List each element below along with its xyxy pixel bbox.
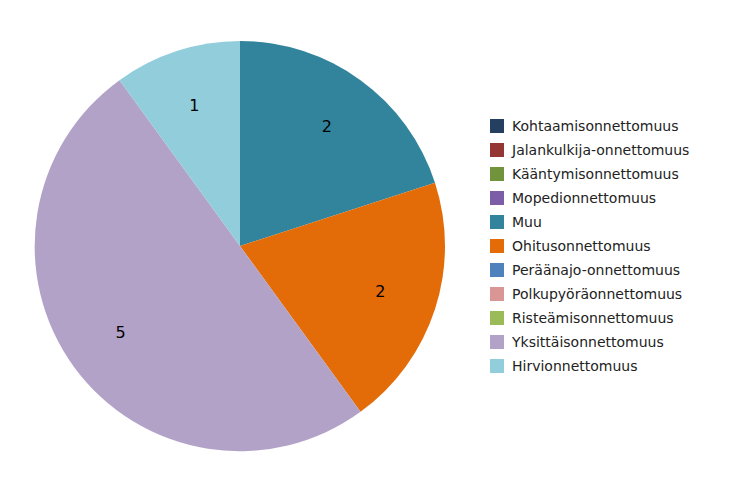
- legend-item: Kohtaamisonnettomuus: [490, 118, 679, 134]
- legend-item: Kääntymisonnettomuus: [490, 166, 679, 182]
- legend-label: Ristеämisonnettomuus: [512, 310, 674, 326]
- legend-swatch: [490, 335, 504, 349]
- legend-label: Kohtaamisonnettomuus: [512, 118, 679, 134]
- chart: 2 2 5 1 Kohtaamisonnettomuus Jalankulkija-onn…: [0, 0, 756, 492]
- data-label: 2: [322, 117, 332, 136]
- legend-swatch: [490, 215, 504, 229]
- legend-item: Yksittäisonnettomuus: [490, 334, 664, 350]
- legend-swatch: [490, 263, 504, 277]
- legend-label: Kääntymisonnettomuus: [512, 166, 679, 182]
- legend-item: Ohitusonnettomuus: [490, 238, 651, 254]
- legend-swatch: [490, 167, 504, 181]
- legend-item: Jalankulkija-onnettomuus: [490, 142, 689, 158]
- legend-item: Hirvionnettomuus: [490, 358, 638, 374]
- legend: Kohtaamisonnettomuus Jalankulkija-onnetto…: [490, 118, 689, 374]
- data-label: 5: [115, 323, 125, 342]
- legend-label: Mopedionnettomuus: [512, 190, 656, 206]
- legend-label: Jalankulkija-onnettomuus: [511, 142, 689, 158]
- legend-swatch: [490, 239, 504, 253]
- pie-slice: [120, 41, 240, 246]
- legend-swatch: [490, 287, 504, 301]
- legend-swatch: [490, 311, 504, 325]
- legend-item: Muu: [490, 214, 542, 230]
- legend-item: Mopedionnettomuus: [490, 190, 656, 206]
- legend-swatch: [490, 191, 504, 205]
- data-label: 2: [375, 282, 385, 301]
- legend-item: Ristеämisonnettomuus: [490, 310, 674, 326]
- pie: 2 2 5 1: [35, 41, 445, 451]
- legend-item: Peräänajo-onnettomuus: [490, 262, 680, 278]
- legend-label: Yksittäisonnettomuus: [511, 334, 664, 350]
- legend-label: Polkupyöräonnettomuus: [512, 286, 682, 302]
- legend-label: Peräänajo-onnettomuus: [512, 262, 680, 278]
- legend-swatch: [490, 119, 504, 133]
- legend-item: Polkupyöräonnettomuus: [490, 286, 682, 302]
- legend-swatch: [490, 143, 504, 157]
- legend-label: Hirvionnettomuus: [512, 358, 638, 374]
- data-label: 1: [189, 96, 199, 115]
- legend-swatch: [490, 359, 504, 373]
- legend-label: Ohitusonnettomuus: [512, 238, 651, 254]
- legend-label: Muu: [512, 214, 542, 230]
